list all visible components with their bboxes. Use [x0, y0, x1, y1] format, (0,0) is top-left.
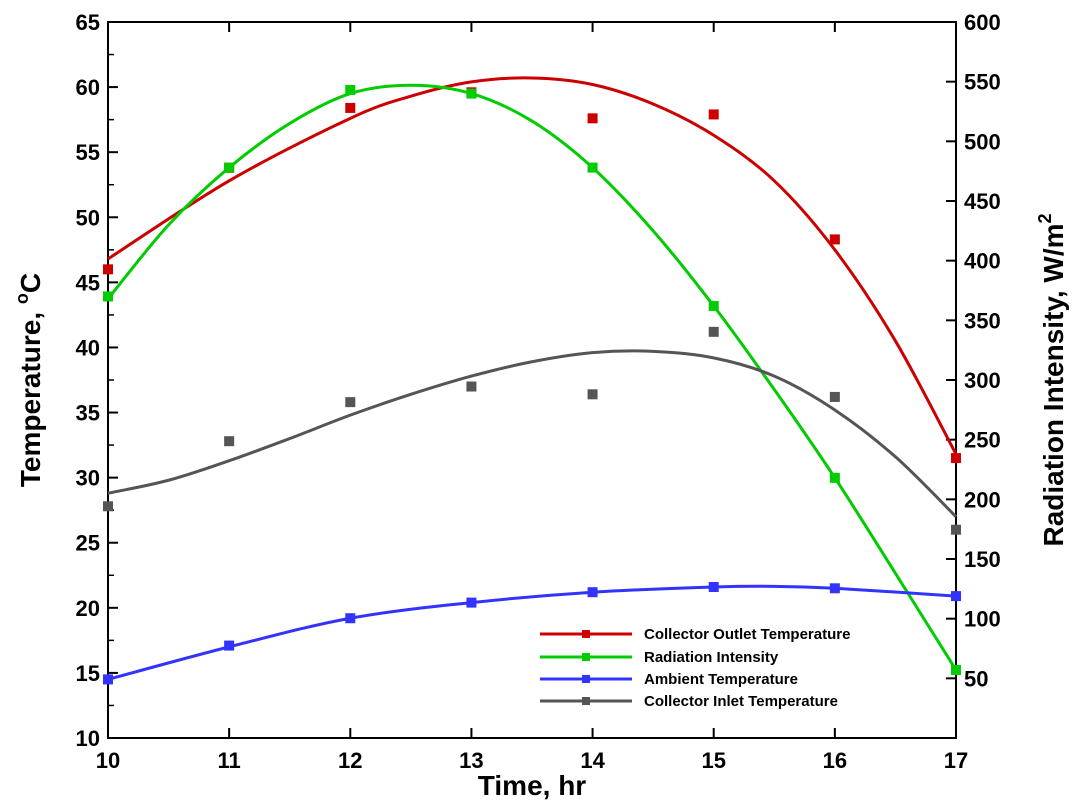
- data-point: [829, 234, 840, 245]
- data-point: [951, 524, 961, 535]
- series-layer: [103, 76, 961, 685]
- data-point: [103, 264, 113, 275]
- right-y-tick-label: 400: [964, 249, 1001, 274]
- right-y-tick-label: 200: [964, 487, 1001, 512]
- legend-label: Ambient Temperature: [644, 671, 798, 688]
- data-point: [345, 102, 356, 113]
- left-y-tick-label: 40: [76, 335, 100, 360]
- right-y-tick-label: 300: [964, 368, 1001, 393]
- left-y-tick-label: 30: [76, 466, 100, 491]
- legend-item: Ambient Temperature: [540, 671, 798, 688]
- left-y-axis-label-degree: o: [12, 293, 32, 304]
- data-point: [345, 613, 356, 624]
- legend-swatch-marker: [582, 630, 590, 638]
- right-y-tick-label: 100: [964, 607, 1001, 632]
- left-y-tick-label: 15: [76, 661, 100, 686]
- legend-label: Collector Outlet Temperature: [644, 626, 850, 643]
- left-y-axis-ticks: 10 15 20 25 30 35 40 45 50 55 60 65: [76, 10, 118, 751]
- legend-item: Collector Inlet Temperature: [540, 693, 838, 710]
- data-point: [224, 640, 235, 651]
- legend: Collector Outlet Temperature Radiation I…: [540, 626, 850, 710]
- data-point: [466, 88, 477, 99]
- data-point: [224, 436, 235, 447]
- data-point: [587, 389, 598, 400]
- series-fit-line: [107, 76, 958, 455]
- series-fit-line: [107, 349, 958, 518]
- left-y-tick-label: 60: [76, 75, 100, 100]
- data-point: [587, 162, 598, 173]
- right-y-tick-label: 350: [964, 308, 1001, 333]
- data-point: [708, 326, 719, 337]
- x-tick-label: 13: [459, 748, 483, 773]
- x-tick-label: 11: [218, 748, 241, 773]
- data-point: [587, 113, 598, 124]
- data-point: [829, 391, 840, 402]
- data-point: [829, 583, 840, 594]
- x-axis-ticks: 10 11 12 13 14 15 16 17: [96, 22, 968, 773]
- right-y-tick-label: 600: [964, 10, 1001, 35]
- data-point: [466, 597, 477, 608]
- series-group: [103, 83, 961, 675]
- right-y-tick-label: 50: [964, 666, 988, 691]
- left-y-axis-label-text: Temperature,: [15, 304, 46, 487]
- data-point: [951, 664, 961, 675]
- data-point: [345, 85, 356, 96]
- legend-swatch-marker: [582, 675, 590, 683]
- left-y-tick-label: 35: [76, 401, 100, 426]
- series-group: [103, 76, 961, 464]
- right-y-axis-label-text: Radiation Intensity, W/m: [1038, 223, 1069, 546]
- left-y-tick-label: 45: [76, 270, 100, 295]
- left-y-tick-label: 25: [76, 531, 100, 556]
- left-y-axis-label: Temperature, oC: [12, 273, 46, 487]
- right-y-axis-label-sup: 2: [1035, 213, 1055, 223]
- data-point: [829, 472, 840, 483]
- data-point: [103, 291, 113, 302]
- x-tick-label: 12: [338, 748, 362, 773]
- data-point: [466, 381, 477, 392]
- left-y-tick-label: 55: [76, 140, 100, 165]
- right-y-tick-label: 150: [964, 547, 1001, 572]
- left-y-tick-label: 10: [76, 726, 100, 751]
- x-tick-label: 10: [96, 748, 120, 773]
- right-y-tick-label: 450: [964, 189, 1001, 214]
- x-tick-label: 16: [823, 748, 847, 773]
- left-y-tick-label: 65: [76, 10, 100, 35]
- legend-label: Radiation Intensity: [644, 649, 779, 666]
- data-point: [951, 591, 961, 602]
- series-group: [103, 581, 961, 685]
- data-point: [951, 453, 961, 464]
- series-fit-line: [106, 83, 958, 671]
- data-point: [708, 301, 719, 312]
- legend-label: Collector Inlet Temperature: [644, 693, 838, 710]
- data-point: [224, 162, 235, 173]
- right-y-tick-label: 500: [964, 129, 1001, 154]
- x-tick-label: 17: [944, 748, 968, 773]
- data-point: [103, 674, 113, 685]
- right-y-tick-label: 250: [964, 428, 1001, 453]
- data-point: [587, 587, 598, 598]
- data-point: [708, 109, 719, 120]
- legend-swatch-marker: [582, 653, 590, 661]
- right-y-axis-label: Radiation Intensity, W/m2: [1035, 213, 1069, 546]
- left-y-tick-label: 50: [76, 205, 100, 230]
- data-point: [103, 501, 113, 512]
- series-group: [103, 326, 961, 535]
- right-y-tick-label: 550: [964, 70, 1001, 95]
- legend-swatch-marker: [582, 697, 590, 705]
- x-axis-label: Time, hr: [478, 770, 587, 801]
- left-y-tick-label: 20: [76, 596, 100, 621]
- data-point: [708, 581, 719, 592]
- data-point: [345, 397, 356, 408]
- left-y-axis-label-unit: C: [15, 273, 46, 293]
- right-y-axis-ticks: 50 100 150 200 250 300 350 400 450 500 550 600: [946, 10, 1001, 691]
- legend-item: Collector Outlet Temperature: [540, 626, 850, 643]
- series-fit-line: [107, 584, 957, 681]
- legend-item: Radiation Intensity: [540, 649, 779, 666]
- x-tick-label: 15: [701, 748, 725, 773]
- x-tick-label: 14: [580, 748, 605, 773]
